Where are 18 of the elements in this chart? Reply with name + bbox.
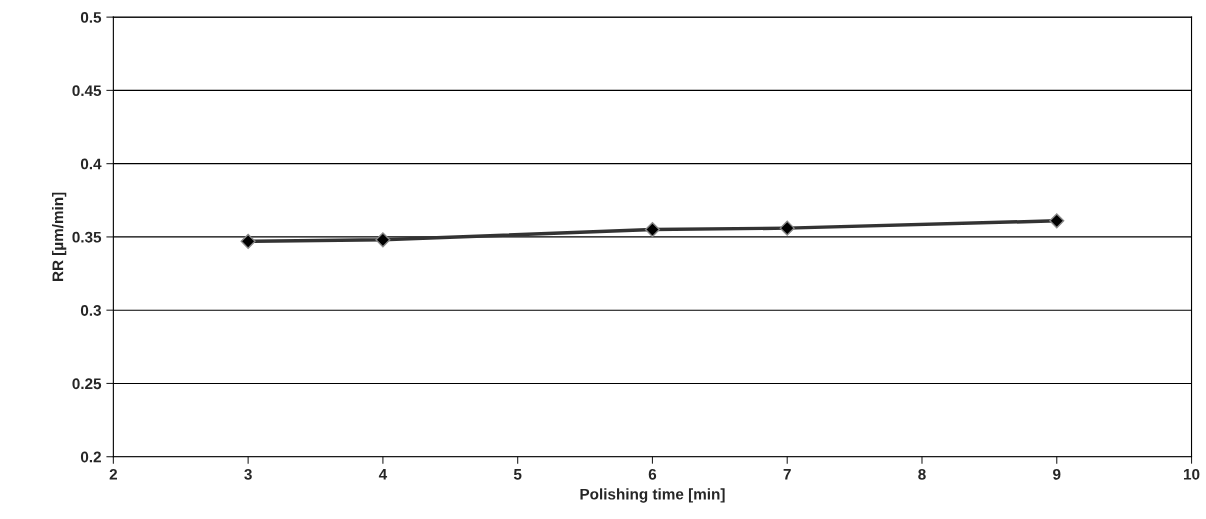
y-tick-label: 0.4: [80, 158, 102, 170]
y-tick-label: 0.5: [80, 11, 102, 23]
x-axis-title: Polishing time [min]: [580, 488, 725, 503]
x-tick-label: 6: [648, 468, 657, 480]
y-tick-label: 0.25: [72, 378, 102, 390]
x-tick-label: 4: [378, 469, 388, 480]
x-tick-label: 10: [1183, 468, 1200, 480]
x-tick-label: 2: [109, 468, 117, 480]
x-tick-label: 8: [918, 468, 926, 480]
x-tick-label: 3: [244, 468, 252, 480]
y-tick-label: 0.2: [80, 451, 101, 463]
y-axis-title: RR [µm/min]: [52, 192, 67, 282]
y-tick-label: 0.3: [80, 305, 102, 316]
y-tick-label: 0.35: [72, 231, 102, 243]
y-tick-label: 0.45: [72, 85, 102, 97]
x-tick-label: 7: [783, 469, 791, 480]
x-tick-label: 9: [1053, 468, 1061, 480]
x-tick-label: 5: [513, 469, 522, 480]
